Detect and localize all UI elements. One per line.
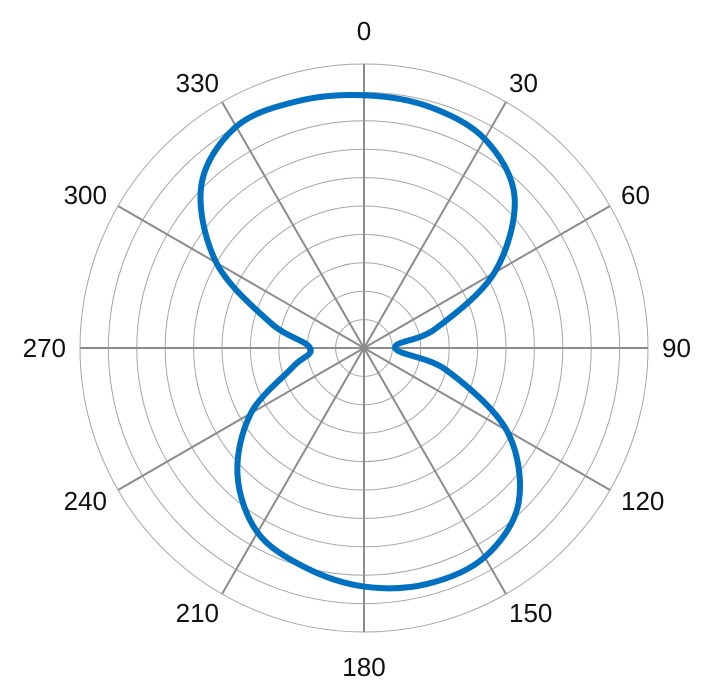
angle-label-180: 180 <box>342 652 385 682</box>
data-point-0 <box>364 95 365 96</box>
grid-spokes <box>80 64 648 632</box>
angle-label-300: 300 <box>64 180 107 210</box>
data-point-105 <box>446 370 447 371</box>
data-point-195 <box>305 567 306 568</box>
grid-spoke-300 <box>117 205 365 349</box>
data-point-255 <box>292 367 293 368</box>
data-point-150 <box>484 557 485 558</box>
angle-label-30: 30 <box>509 68 538 98</box>
series-line-0 <box>197 92 523 592</box>
data-point-225 <box>237 474 238 475</box>
data-point-120 <box>506 430 507 431</box>
angle-label-330: 330 <box>176 68 219 98</box>
angle-label-120: 120 <box>621 486 664 516</box>
data-point-270 <box>310 348 311 349</box>
grid-spoke-120 <box>363 347 611 491</box>
data-point-210 <box>257 532 258 533</box>
grid-spoke-330 <box>221 101 365 349</box>
series-layer <box>197 92 523 592</box>
data-point-75 <box>435 328 436 329</box>
angle-label-270: 270 <box>23 333 66 363</box>
data-point-30 <box>484 138 485 139</box>
data-point-15 <box>428 106 429 107</box>
data-point-165 <box>427 583 428 584</box>
data-point-90 <box>395 348 396 349</box>
angle-label-210: 210 <box>176 598 219 628</box>
data-point-300 <box>216 262 217 263</box>
data-point-285 <box>270 323 271 324</box>
angle-label-240: 240 <box>64 486 107 516</box>
angle-label-0: 0 <box>357 16 371 46</box>
grid-spoke-60 <box>363 205 611 349</box>
data-point-315 <box>201 185 202 186</box>
angle-label-90: 90 <box>662 333 691 363</box>
data-point-345 <box>297 101 298 102</box>
data-point-330 <box>236 126 237 127</box>
angular-tick-labels: 0 30 60 90 120 150 180 210 240 270 300 330 <box>23 16 691 682</box>
angle-label-150: 150 <box>509 598 552 628</box>
grid-spoke-30 <box>363 101 507 349</box>
grid-spoke-150 <box>363 347 507 595</box>
data-point-240 <box>250 413 251 414</box>
grid-spoke-240 <box>117 347 365 491</box>
data-point-60 <box>494 272 495 273</box>
grid-spoke-210 <box>221 347 365 595</box>
data-point-180 <box>364 586 365 587</box>
data-point-45 <box>514 197 515 198</box>
angle-label-60: 60 <box>621 180 650 210</box>
data-point-135 <box>518 502 519 503</box>
